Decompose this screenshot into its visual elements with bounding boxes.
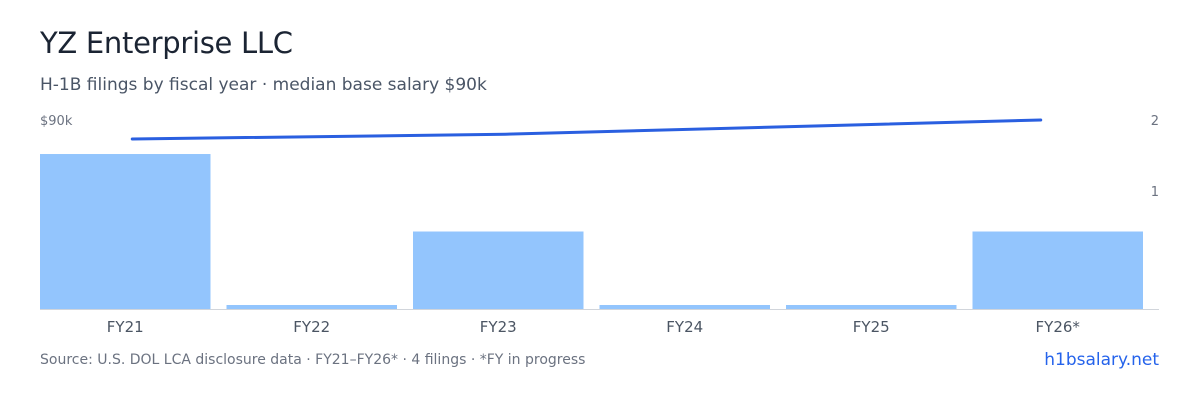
bar-fy21 [40, 154, 211, 309]
salary-line [130, 118, 1043, 141]
x-tick-label: FY23 [480, 318, 517, 336]
x-tick-label: FY26* [1036, 318, 1081, 336]
y-right-tick-label: 1 [1151, 185, 1159, 200]
bar-fy26-star [972, 231, 1143, 309]
x-tick-label: FY21 [107, 318, 144, 336]
bar-fy24 [599, 305, 770, 309]
bar-group [40, 154, 1143, 309]
bar-fy25 [786, 305, 957, 309]
chart-title: YZ Enterprise LLC [40, 26, 293, 60]
x-tick-label: FY24 [666, 318, 703, 336]
y-right-tick-labels: 21 [1151, 114, 1159, 200]
x-tick-label: FY22 [293, 318, 330, 336]
site-link[interactable]: h1bsalary.net [1044, 350, 1159, 370]
x-tick-label: FY25 [853, 318, 890, 336]
source-note: Source: U.S. DOL LCA disclosure data · F… [40, 352, 586, 368]
bar-fy22 [226, 305, 397, 309]
bar-fy23 [413, 231, 584, 309]
y-left-tick-label: $90k [40, 114, 73, 129]
y-left-tick-labels: $90k [40, 114, 73, 129]
y-right-tick-label: 2 [1151, 114, 1159, 129]
chart: FY21 FY22 FY23 FY24 FY25 FY26* $90k 21 [40, 114, 1159, 336]
chart-subtitle: H-1B filings by fiscal year · median bas… [40, 75, 487, 95]
x-tick-labels: FY21 FY22 FY23 FY24 FY25 FY26* [107, 318, 1081, 336]
